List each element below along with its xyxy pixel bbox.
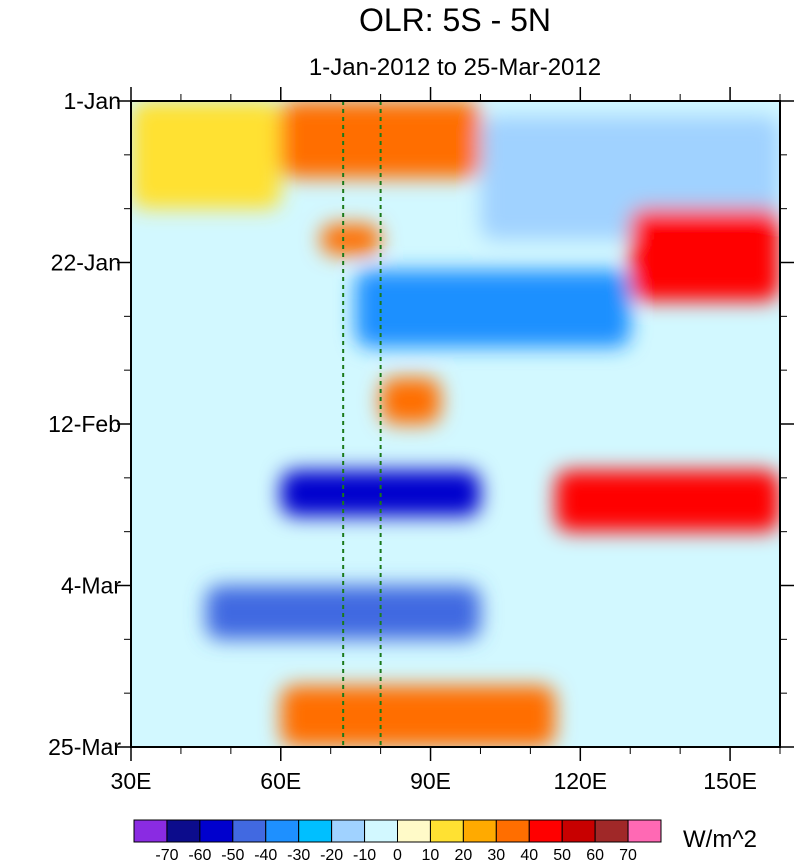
colorbar-swatch-4: [265, 819, 300, 843]
colorbar-label-9: 20: [454, 847, 472, 863]
colorbar-swatch-14: [594, 819, 629, 843]
y-tick-label-1: 22-Jan: [51, 250, 121, 276]
x-tick-label-1: 60E: [260, 768, 301, 794]
colorbar-label-2: -50: [221, 847, 244, 863]
colorbar-label-14: 70: [619, 847, 637, 863]
colorbar-label-4: -30: [287, 847, 310, 863]
anomaly-band-8: [555, 470, 780, 532]
x-tick-label-4: 150E: [703, 768, 757, 794]
colorbar-label-5: -20: [320, 847, 343, 863]
colorbar-swatch-8: [397, 819, 431, 843]
colorbar-label-0: -70: [155, 847, 178, 863]
colorbar-swatch-7: [364, 819, 398, 843]
colorbar-label-7: 0: [393, 847, 402, 863]
x-tick-label-3: 120E: [553, 768, 607, 794]
anomaly-band-6: [380, 377, 441, 424]
anomaly-band-0: [131, 101, 281, 209]
anomaly-bands: [131, 101, 780, 747]
colorbar-swatch-3: [232, 819, 267, 843]
colorbar-label-12: 50: [553, 847, 571, 863]
y-tick-label-4: 25-Mar: [48, 734, 121, 760]
anomaly-band-1: [280, 101, 481, 178]
colorbar-label-3: -40: [254, 847, 277, 863]
colorbar-label-8: 10: [422, 847, 440, 863]
anomaly-band-9: [205, 585, 481, 640]
colorbar-swatch-13: [561, 819, 596, 843]
colorbar-label-13: 60: [586, 847, 604, 863]
colorbar-label-6: -10: [353, 847, 376, 863]
axes: 30E 60E 90E 120E 150E 1-Jan 22-Jan 12-Feb 4-Mar 2…: [48, 87, 794, 794]
colorbar: -70 -60 -50 -40 -30 -20 -10 0 10 20 30 40 50 60 70: [133, 819, 662, 863]
colorbar-label-1: -60: [188, 847, 211, 863]
colorbar-label-11: 40: [520, 847, 538, 863]
y-tick-label-3: 4-Mar: [61, 573, 121, 599]
colorbar-swatch-1: [166, 819, 201, 843]
y-tick-label-0: 1-Jan: [63, 88, 121, 114]
colorbar-swatch-9: [429, 819, 464, 843]
x-tick-label-0: 30E: [111, 768, 152, 794]
colorbar-swatch-2: [199, 819, 234, 843]
colorbar-swatch-10: [462, 819, 497, 843]
x-tick-label-2: 90E: [410, 768, 451, 794]
colorbar-swatch-12: [528, 819, 563, 843]
colorbar-swatch-11: [495, 819, 530, 843]
colorbar-swatch-6: [331, 819, 366, 843]
anomaly-band-3: [320, 224, 381, 255]
anomaly-band-10: [280, 685, 556, 747]
chart-title: OLR: 5S - 5N: [358, 2, 552, 38]
reference-lines: [342, 101, 382, 747]
colorbar-swatch-15: [627, 819, 662, 843]
colorbar-swatch-0: [133, 819, 168, 843]
olr-anomaly-field: [131, 101, 780, 747]
colorbar-swatch-5: [298, 819, 333, 843]
chart-subtitle: 1-Jan-2012 to 25-Mar-2012: [308, 54, 602, 81]
colorbar-label-10: 30: [487, 847, 505, 863]
colorbar-units: W/m^2: [683, 826, 757, 853]
anomaly-band-5: [630, 208, 780, 301]
y-tick-label-2: 12-Feb: [48, 411, 121, 437]
anomaly-band-4: [355, 270, 631, 348]
